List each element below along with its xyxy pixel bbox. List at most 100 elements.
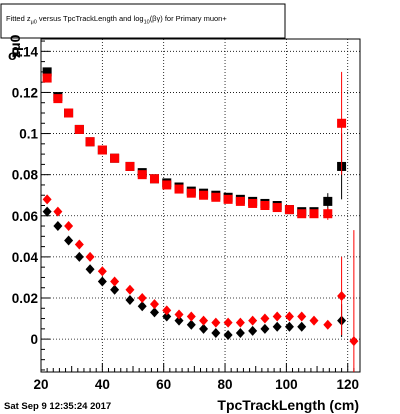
tick-labels: 20 40 60 80 100 120 0 0.02 0.04 0.06 0.08 0.1 0.12 0.…: [12, 44, 359, 392]
data-point-square: [323, 196, 333, 206]
data-point-diamond: [186, 319, 196, 330]
y-tick-label: 0.12: [12, 85, 38, 100]
data-point-square: [260, 201, 270, 210]
y-axis-label-sub: zμ0: [7, 34, 23, 58]
data-point-square: [284, 205, 294, 215]
x-tick-label: 60: [156, 377, 171, 392]
x-tick-label: 100: [275, 377, 298, 392]
data-point-square: [323, 209, 333, 219]
y-tick-label: 0: [30, 332, 38, 347]
data-point-diamond: [162, 311, 172, 322]
data-point-diamond: [284, 311, 294, 322]
data-point-square: [85, 137, 95, 147]
data-point-square: [162, 180, 172, 190]
y-tick-label: 0.1: [19, 127, 38, 142]
title-box: Fitted zμ0 versus TpcTrackLength and log…: [0, 3, 286, 39]
data-point-diamond: [260, 313, 270, 324]
data-point-diamond: [248, 325, 258, 336]
data-point-diamond: [110, 284, 120, 295]
data-point-square: [309, 209, 319, 219]
data-point-square: [223, 194, 233, 204]
data-point-diamond: [337, 290, 347, 301]
data-point-diamond: [349, 336, 359, 347]
y-axis-label-main: σ: [8, 47, 18, 63]
data-point-diamond: [125, 295, 135, 306]
data-point-diamond: [97, 266, 107, 277]
y-tick-label: 0.04: [12, 250, 39, 265]
data-point-diamond: [74, 239, 84, 250]
y-tick-label: 0.02: [12, 291, 38, 306]
data-point-diamond: [149, 307, 159, 318]
y-axis-label: σ zμ0: [7, 34, 23, 63]
title-frame: [0, 3, 286, 39]
data-point-diamond: [149, 299, 159, 310]
data-point-diamond: [309, 315, 319, 326]
data-point-square: [199, 190, 209, 200]
data-point-diamond: [97, 276, 107, 287]
data-point-square: [137, 170, 147, 180]
y-tick-label: 0.14: [12, 44, 39, 59]
data-point-diamond: [199, 315, 209, 326]
x-axis-label: TpcTrackLength (cm): [217, 397, 359, 413]
data-point-square: [125, 161, 135, 171]
data-points: [42, 67, 359, 372]
y-tick-label: 0.06: [12, 209, 39, 224]
data-point-diamond: [85, 251, 95, 262]
data-point-diamond: [297, 321, 307, 332]
data-point-square: [42, 73, 52, 83]
data-point-diamond: [211, 317, 221, 328]
data-point-diamond: [223, 317, 233, 328]
y-tick-label: 0.08: [12, 168, 39, 183]
data-point-square: [97, 145, 107, 155]
data-point-square: [74, 124, 84, 134]
data-point-square: [149, 174, 159, 184]
data-point-diamond: [248, 315, 258, 326]
data-point-square: [272, 203, 282, 213]
data-point-diamond: [42, 194, 52, 205]
data-point-square: [235, 196, 245, 206]
data-point-diamond: [199, 323, 209, 334]
data-point-diamond: [260, 323, 270, 334]
data-point-diamond: [64, 221, 74, 232]
data-point-diamond: [297, 311, 307, 322]
data-point-diamond: [110, 276, 120, 287]
data-point-square: [297, 209, 307, 219]
data-point-square: [42, 67, 52, 77]
data-point-diamond: [186, 311, 196, 322]
data-point-diamond: [137, 301, 147, 312]
data-point-square: [337, 118, 347, 128]
data-point-diamond: [64, 235, 74, 246]
data-point-diamond: [174, 315, 184, 326]
data-point-square: [174, 184, 184, 194]
chart-title: Fitted zμ0 versus TpcTrackLength and log…: [6, 14, 227, 26]
data-point-diamond: [235, 317, 245, 328]
data-point-diamond: [272, 311, 282, 322]
data-point-diamond: [85, 264, 95, 275]
x-tick-label: 20: [33, 377, 48, 392]
data-point-diamond: [272, 321, 282, 332]
data-point-diamond: [53, 221, 63, 232]
data-point-square: [64, 108, 74, 118]
data-point-diamond: [74, 251, 84, 262]
data-point-diamond: [53, 206, 63, 217]
x-tick-label: 40: [95, 377, 110, 392]
data-point-diamond: [323, 319, 333, 330]
axis-ticks: [40, 40, 355, 372]
date-stamp: Sat Sep 9 12:35:24 2017: [4, 401, 111, 412]
data-point-square: [186, 188, 196, 198]
data-point-square: [110, 153, 120, 163]
data-point-diamond: [223, 330, 233, 340]
data-point-diamond: [42, 206, 52, 217]
data-point-square: [248, 198, 258, 208]
data-point-diamond: [211, 327, 221, 338]
x-tick-label: 80: [218, 377, 233, 392]
data-point-diamond: [125, 284, 135, 295]
grid: [41, 39, 360, 372]
data-point-diamond: [284, 321, 294, 332]
data-point-diamond: [174, 309, 184, 320]
data-point-diamond: [235, 327, 245, 338]
data-point-diamond: [162, 305, 172, 316]
data-point-square: [53, 94, 63, 104]
